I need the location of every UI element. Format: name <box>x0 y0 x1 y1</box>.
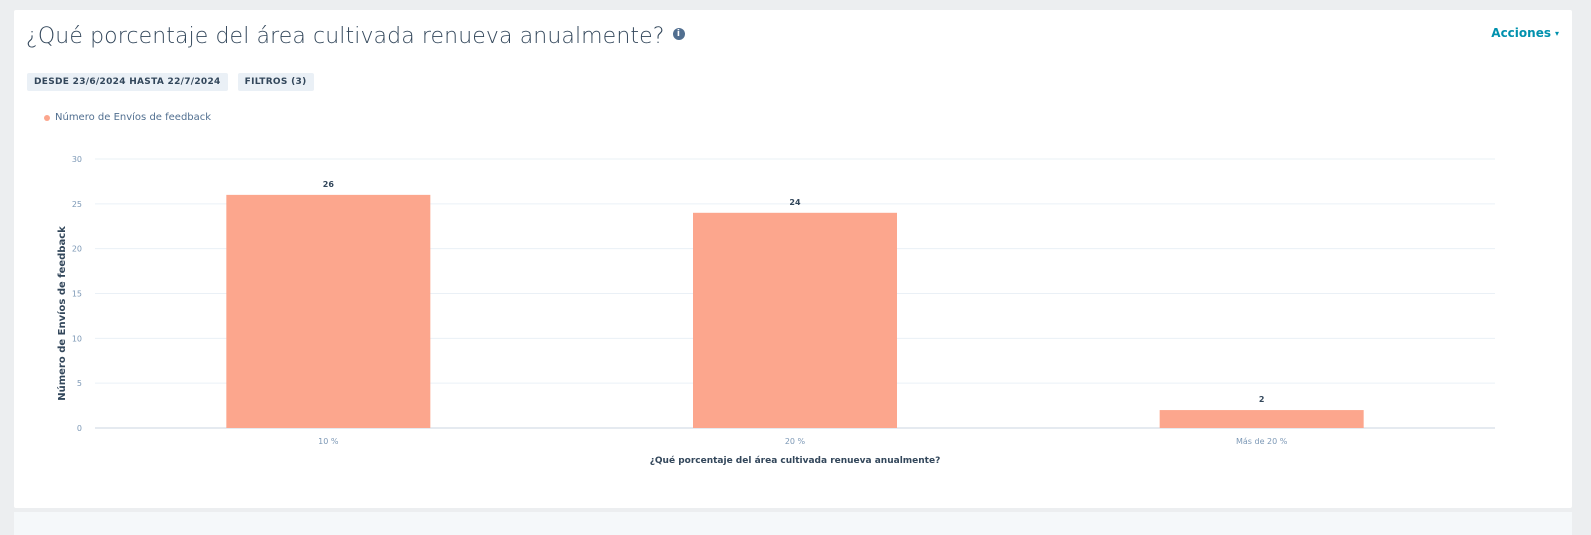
actions-dropdown[interactable]: Acciones ▾ <box>1491 26 1559 40</box>
bar[interactable] <box>693 212 897 428</box>
bar[interactable] <box>226 194 431 428</box>
data-label: 26 <box>323 180 335 189</box>
y-axis-title: Número de Envíos de feedback <box>56 226 68 401</box>
report-title-text: ¿Qué porcentaje del área cultivada renue… <box>26 24 665 49</box>
date-range-tag[interactable]: DESDE 23/6/2024 HASTA 22/7/2024 <box>27 73 228 91</box>
y-tick-label: 5 <box>77 379 82 388</box>
y-tick-label: 15 <box>72 290 82 299</box>
x-axis-title: ¿Qué porcentaje del área cultivada renue… <box>650 455 941 466</box>
chevron-down-icon: ▾ <box>1554 29 1559 38</box>
data-label: 2 <box>1259 395 1265 404</box>
legend-label[interactable]: Número de Envíos de feedback <box>55 112 212 123</box>
card-footer-strip <box>14 512 1572 535</box>
bar[interactable] <box>1159 410 1364 428</box>
actions-label: Acciones <box>1491 26 1551 40</box>
y-tick-label: 30 <box>72 155 82 164</box>
y-tick-label: 0 <box>77 424 82 433</box>
filter-tags: DESDE 23/6/2024 HASTA 22/7/2024 FILTROS … <box>27 73 314 91</box>
legend-swatch <box>44 114 50 121</box>
x-tick-label: 20 % <box>785 437 806 446</box>
data-label: 24 <box>789 198 801 207</box>
report-title: ¿Qué porcentaje del área cultivada renue… <box>26 24 685 49</box>
x-tick-label: 10 % <box>318 437 339 446</box>
x-tick-label: Más de 20 % <box>1236 437 1288 446</box>
y-tick-label: 10 <box>72 334 82 343</box>
y-tick-label: 20 <box>72 245 82 254</box>
y-tick-label: 25 <box>72 200 82 209</box>
info-icon[interactable]: i <box>672 28 685 40</box>
filters-tag[interactable]: FILTROS (3) <box>237 73 314 91</box>
chart-legend: Número de Envíos de feedback <box>44 112 211 123</box>
